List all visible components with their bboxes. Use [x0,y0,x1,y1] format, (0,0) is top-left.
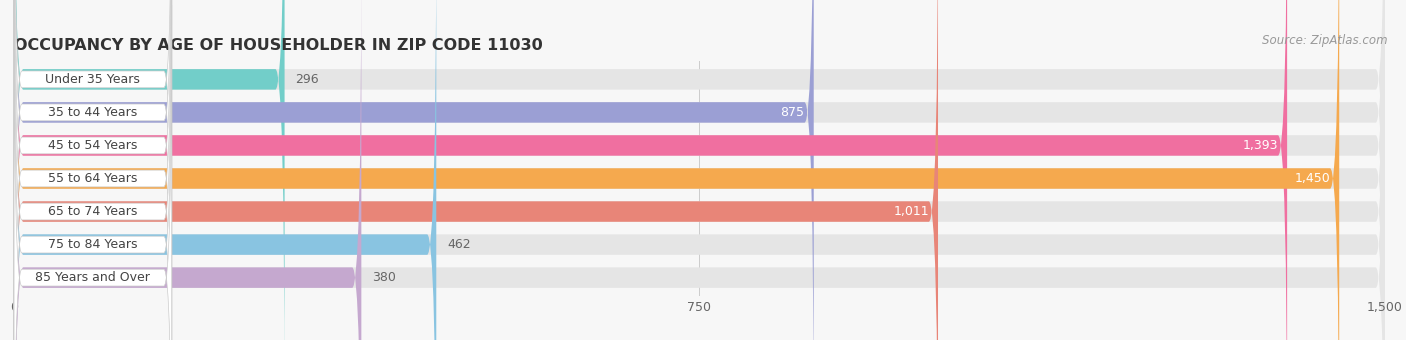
Text: 462: 462 [447,238,471,251]
Text: Under 35 Years: Under 35 Years [45,73,141,86]
Text: 55 to 64 Years: 55 to 64 Years [48,172,138,185]
FancyBboxPatch shape [14,0,1385,340]
FancyBboxPatch shape [14,0,361,340]
FancyBboxPatch shape [14,0,1385,340]
FancyBboxPatch shape [14,0,1385,340]
FancyBboxPatch shape [14,0,1385,340]
FancyBboxPatch shape [14,0,172,340]
Text: 1,011: 1,011 [893,205,929,218]
FancyBboxPatch shape [14,0,938,340]
FancyBboxPatch shape [14,0,172,340]
Text: 75 to 84 Years: 75 to 84 Years [48,238,138,251]
Text: 45 to 54 Years: 45 to 54 Years [48,139,138,152]
FancyBboxPatch shape [14,0,172,340]
FancyBboxPatch shape [14,0,436,340]
FancyBboxPatch shape [14,0,1339,340]
FancyBboxPatch shape [14,0,1385,340]
FancyBboxPatch shape [14,5,172,340]
Text: 380: 380 [373,271,396,284]
FancyBboxPatch shape [14,0,284,340]
Text: 1,393: 1,393 [1243,139,1278,152]
Text: OCCUPANCY BY AGE OF HOUSEHOLDER IN ZIP CODE 11030: OCCUPANCY BY AGE OF HOUSEHOLDER IN ZIP C… [14,38,543,53]
Text: 65 to 74 Years: 65 to 74 Years [48,205,138,218]
Text: 875: 875 [780,106,804,119]
Text: Source: ZipAtlas.com: Source: ZipAtlas.com [1263,34,1388,47]
FancyBboxPatch shape [14,0,172,340]
FancyBboxPatch shape [14,0,172,340]
FancyBboxPatch shape [14,0,814,340]
Text: 296: 296 [295,73,319,86]
FancyBboxPatch shape [14,0,1385,340]
FancyBboxPatch shape [14,0,1385,340]
FancyBboxPatch shape [14,0,172,340]
FancyBboxPatch shape [14,0,1286,340]
Text: 85 Years and Over: 85 Years and Over [35,271,150,284]
Text: 1,450: 1,450 [1295,172,1330,185]
Text: 35 to 44 Years: 35 to 44 Years [48,106,138,119]
